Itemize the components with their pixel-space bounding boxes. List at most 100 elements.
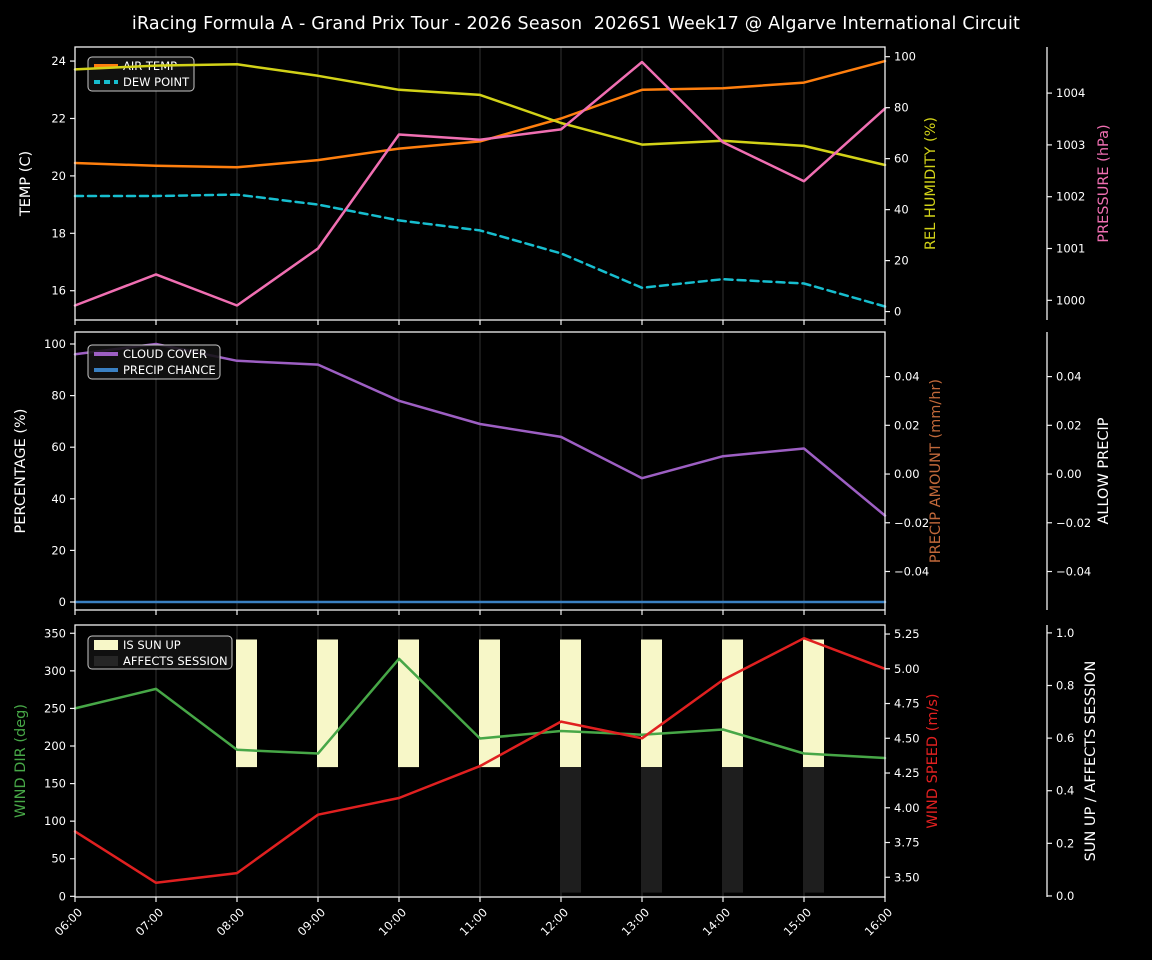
y-tick-label: 0 bbox=[894, 305, 901, 319]
y-tick-label: 0.04 bbox=[1056, 370, 1082, 384]
wind-speed-m-s-axis-label: WIND SPEED (m/s) bbox=[925, 693, 941, 828]
y-tick-label: 20 bbox=[51, 543, 66, 557]
y-tick-label: 1.0 bbox=[1056, 626, 1074, 640]
x-tick-label: 07:00 bbox=[133, 905, 166, 938]
y-tick-label: 350 bbox=[44, 626, 66, 640]
y-tick-label: 150 bbox=[44, 777, 66, 791]
x-tick-label: 16:00 bbox=[862, 905, 895, 938]
y-tick-label: 0.4 bbox=[1056, 784, 1074, 798]
y-tick-label: 22 bbox=[51, 111, 66, 125]
rel-humidity-line bbox=[73, 63, 887, 167]
y-tick-label: 60 bbox=[894, 152, 909, 166]
wind-speed-line bbox=[73, 636, 887, 885]
wind-panel-legend: IS SUN UP AFFECTS SESSION bbox=[87, 635, 233, 670]
wind-panel: IS SUN UP AFFECTS SESSION 0 50 100 150 200 250 3… bbox=[13, 624, 1099, 939]
legend-label-affects-session: AFFECTS SESSION bbox=[123, 654, 228, 668]
y-tick-label: 16 bbox=[51, 284, 66, 298]
y-tick-label: 100 bbox=[894, 50, 916, 64]
y-tick-label: 1001 bbox=[1056, 242, 1085, 256]
is-sun-up-bar bbox=[641, 639, 662, 768]
y-tick-label: 0.8 bbox=[1056, 679, 1074, 693]
y-tick-label: 80 bbox=[51, 389, 66, 403]
y-tick-label: 0.00 bbox=[1056, 467, 1082, 481]
y-tick-label: 40 bbox=[51, 492, 66, 506]
y-tick-label: 0.00 bbox=[894, 467, 920, 481]
x-tick-label: 15:00 bbox=[781, 905, 814, 938]
is-sun-up-bar bbox=[560, 639, 581, 768]
affects-session-bar bbox=[560, 767, 581, 893]
percentage-axis-label: PERCENTAGE (%) bbox=[13, 409, 29, 534]
legend-label-cloud-cover: CLOUD COVER bbox=[123, 347, 207, 361]
x-tick-label: 12:00 bbox=[538, 905, 571, 938]
x-tick-label: 13:00 bbox=[619, 905, 652, 938]
pressure-line bbox=[73, 60, 887, 307]
wind-dir-deg-axis-label: WIND DIR (deg) bbox=[13, 704, 29, 818]
is-sun-up-bar bbox=[479, 639, 500, 768]
legend-label-is-sun-up: IS SUN UP bbox=[123, 638, 181, 652]
y-tick-label: 300 bbox=[44, 664, 66, 678]
x-tick-label: 14:00 bbox=[700, 905, 733, 938]
legend-label-dew-point: DEW POINT bbox=[123, 75, 190, 89]
y-tick-label: 0 bbox=[59, 595, 66, 609]
y-tick-label: 250 bbox=[44, 701, 66, 715]
x-tick-label: 09:00 bbox=[295, 905, 328, 938]
legend-box bbox=[87, 635, 233, 670]
y-tick-label: 80 bbox=[894, 101, 909, 115]
y-tick-label: 50 bbox=[51, 852, 66, 866]
is-sun-up-bar bbox=[803, 639, 824, 768]
y-tick-label: 4.25 bbox=[894, 766, 920, 780]
is-sun-up-bar bbox=[722, 639, 743, 768]
y-tick-label: 20 bbox=[894, 254, 909, 268]
legend-box bbox=[87, 344, 221, 380]
x-tick-label: 08:00 bbox=[214, 905, 247, 938]
y-tick-label: 0.02 bbox=[1056, 418, 1082, 432]
affects-session-bar bbox=[722, 767, 743, 893]
y-tick-label: 24 bbox=[51, 54, 66, 68]
dew-point-line bbox=[73, 193, 887, 308]
y-tick-label: −0.02 bbox=[1056, 516, 1091, 530]
y-tick-label: 1004 bbox=[1056, 86, 1085, 100]
x-tick-label: 06:00 bbox=[52, 905, 85, 938]
is-sun-up-bar bbox=[317, 639, 338, 768]
precipitation-panel: CLOUD COVER PRECIP CHANCE 0 20 40 60 80 100 PERC… bbox=[13, 331, 1112, 615]
chart-title: iRacing Formula A - Grand Prix Tour - 20… bbox=[131, 14, 1021, 34]
y-tick-label: 20 bbox=[51, 169, 66, 183]
affects-session-swatch bbox=[94, 656, 118, 666]
is-sun-up-bar bbox=[236, 639, 257, 768]
y-tick-label: 3.50 bbox=[894, 870, 920, 884]
y-tick-label: 3.75 bbox=[894, 836, 920, 850]
y-tick-label: 18 bbox=[51, 226, 66, 240]
y-tick-label: 0.0 bbox=[1056, 889, 1074, 903]
y-tick-label: 4.75 bbox=[894, 697, 920, 711]
y-tick-label: 60 bbox=[51, 440, 66, 454]
air-temp-line bbox=[73, 59, 887, 169]
y-tick-label: 100 bbox=[44, 814, 66, 828]
y-tick-label: 0.2 bbox=[1056, 836, 1074, 850]
affects-session-bar bbox=[803, 767, 824, 893]
y-tick-label: 100 bbox=[44, 337, 66, 351]
precipitation-panel-legend: CLOUD COVER PRECIP CHANCE bbox=[87, 344, 221, 380]
y-tick-label: 0.6 bbox=[1056, 731, 1074, 745]
y-tick-label: 5.00 bbox=[894, 662, 920, 676]
y-tick-label: −0.02 bbox=[894, 516, 929, 530]
y-tick-label: 40 bbox=[894, 203, 909, 217]
sun-up-affects-session-axis-label: SUN UP / AFFECTS SESSION bbox=[1083, 661, 1099, 862]
x-tick-label: 11:00 bbox=[457, 905, 490, 938]
is-sun-up-swatch bbox=[94, 640, 118, 650]
is-sun-up-bar bbox=[398, 639, 419, 768]
y-tick-label: 1003 bbox=[1056, 138, 1085, 152]
y-tick-label: 0 bbox=[59, 889, 66, 903]
y-tick-label: 200 bbox=[44, 739, 66, 753]
y-tick-label: 0.02 bbox=[894, 418, 920, 432]
legend-label-precip-chance: PRECIP CHANCE bbox=[123, 363, 216, 377]
y-tick-label: 0.04 bbox=[894, 370, 920, 384]
precip-amount-mm-hr-axis-label: PRECIP AMOUNT (mm/hr) bbox=[928, 379, 944, 563]
temp-c-axis-label: TEMP (C) bbox=[18, 151, 34, 217]
y-tick-label: 4.00 bbox=[894, 801, 920, 815]
rel-humidity-axis-label: REL HUMIDITY (%) bbox=[923, 117, 939, 250]
y-tick-label: 1002 bbox=[1056, 190, 1085, 204]
